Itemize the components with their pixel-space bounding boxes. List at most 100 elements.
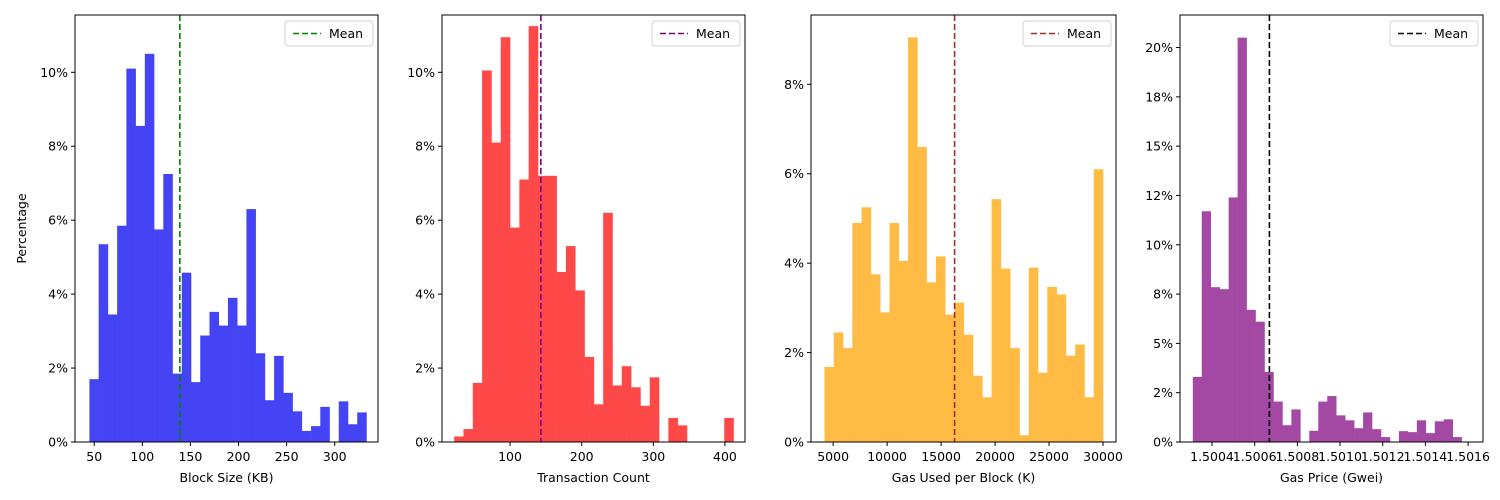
histogram-bar (603, 212, 613, 442)
histogram-bar (264, 400, 275, 442)
x-tick-label: 300 (641, 449, 665, 464)
histogram-bar (1273, 401, 1283, 442)
y-tick-label: 4% (48, 287, 68, 302)
x-tick-label: 250 (275, 449, 299, 464)
histogram-bar (954, 302, 965, 442)
histogram-bar (677, 425, 688, 442)
histogram-bar (1056, 294, 1067, 442)
histogram-bar (454, 436, 464, 442)
y-tick-label: 0% (1153, 435, 1173, 450)
y-axis-label: Percentage (14, 193, 29, 264)
histogram-bar (510, 227, 520, 442)
x-tick-label: 15000 (921, 449, 961, 464)
x-tick-label: 100 (130, 449, 154, 464)
x-tick-label: 30000 (1083, 449, 1123, 464)
histogram-bar (973, 375, 983, 442)
histogram-bars (824, 37, 1104, 443)
histogram-bar (1291, 409, 1301, 442)
y-tick-label: 6% (784, 166, 804, 181)
y-tick-label: 2% (415, 361, 435, 376)
plot-frame (1179, 14, 1484, 443)
plot-frame (810, 14, 1117, 443)
histogram-bar (547, 175, 557, 442)
y-tick-label: 20% (1145, 40, 1173, 55)
histogram-bar (301, 430, 312, 442)
histogram-bar (898, 260, 909, 442)
histogram-bar (926, 282, 937, 442)
y-tick-label: 10% (1145, 237, 1173, 252)
y-tick-label: 8% (784, 77, 804, 92)
histogram-bar (1425, 433, 1436, 442)
y-tick-label: 4% (415, 287, 435, 302)
histogram-bar (649, 377, 660, 442)
histogram-bar (209, 311, 219, 442)
histogram-bar (482, 70, 492, 442)
x-tick-label: 1.5016 (1446, 449, 1490, 464)
histogram-bar (1084, 397, 1095, 442)
histogram-bar (1336, 415, 1346, 442)
histogram-bar (935, 256, 946, 442)
histogram-bar (463, 429, 474, 442)
histogram-bar (218, 325, 229, 442)
histogram-bar (1407, 432, 1418, 442)
histogram-bar (246, 209, 256, 442)
histogram-bar (1047, 286, 1057, 442)
x-tick-label: 1.5006 (1233, 449, 1277, 464)
histogram-bar (945, 314, 955, 442)
histogram-bar (1210, 287, 1220, 442)
histogram-bar (172, 373, 183, 442)
x-tick-label: 300 (323, 449, 347, 464)
histogram-bar (1363, 412, 1373, 442)
chart-panel-3: 5000 10000 15000 20000 25000 30000 0% 2% 4% 6% 8% G… (784, 14, 1123, 485)
y-tick-label: 4% (784, 256, 804, 271)
histogram-bar (908, 37, 918, 443)
histogram-bar (1309, 430, 1319, 442)
x-tick-label: 400 (713, 449, 737, 464)
x-tick-label: 150 (178, 449, 202, 464)
histogram-bar (338, 401, 349, 442)
histogram-bar (200, 335, 210, 442)
histogram-bar (612, 385, 623, 442)
histogram-bar (621, 366, 632, 442)
histogram-bar (1010, 348, 1020, 442)
histogram-bar (565, 246, 576, 442)
histogram-bar (126, 68, 136, 443)
legend: Mean (284, 20, 374, 47)
histogram-bar (154, 229, 164, 442)
histogram-bar (144, 53, 155, 442)
histogram-bar (1327, 396, 1337, 442)
histogram-bar (237, 325, 247, 442)
y-tick-label: 8% (48, 139, 68, 154)
x-tick-label: 200 (227, 449, 251, 464)
histogram-bar (89, 379, 99, 442)
histogram-bars (454, 26, 734, 443)
x-tick-label: 1.5004 (1190, 449, 1234, 464)
histogram-bar (870, 274, 881, 442)
histogram-bar (1372, 429, 1382, 442)
y-tick-label: 0% (784, 435, 804, 450)
histogram-bar (1237, 37, 1247, 443)
histogram-bar (861, 207, 872, 442)
y-tick-label: 10% (40, 65, 68, 80)
y-tick-label: 6% (415, 213, 435, 228)
histogram-bar (227, 297, 238, 442)
histogram-bars (89, 53, 367, 443)
x-tick-label: 10000 (867, 449, 907, 464)
histogram-bar (1434, 421, 1445, 442)
histogram-bar (575, 290, 585, 442)
histogram-bar (824, 366, 835, 442)
histogram-bar (519, 179, 529, 442)
histogram-bar (1093, 169, 1104, 442)
histogram-bar (191, 382, 201, 442)
histogram-bar (311, 426, 321, 442)
x-axis-label: Gas Used per Block (K) (892, 470, 1036, 485)
x-tick-label: 200 (570, 449, 594, 464)
plot-frame (74, 14, 379, 443)
histogram-bar (528, 26, 539, 443)
x-tick-label: 100 (498, 449, 522, 464)
y-tick-label: 8% (415, 139, 435, 154)
histogram-bar (1318, 401, 1328, 442)
x-tick-label: 1.5012 (1361, 449, 1405, 464)
x-tick-label: 1.5010 (1318, 449, 1362, 464)
y-tick-label: 0% (415, 435, 435, 450)
